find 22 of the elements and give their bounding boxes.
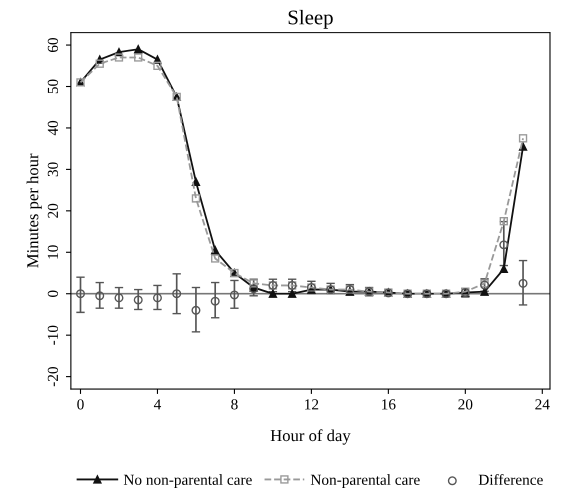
- y-tick-label: 10: [48, 245, 58, 259]
- x-tick-label: 0: [77, 399, 84, 410]
- y-tick-label: -10: [48, 326, 58, 345]
- y-tick-label: 40: [48, 120, 58, 136]
- x-tick-label: 4: [154, 399, 162, 410]
- y-tick-label: 20: [48, 204, 58, 218]
- legend-label: Non-parental care: [310, 474, 420, 488]
- y-tick-label: -20: [48, 367, 58, 386]
- x-tick-label: 24: [535, 399, 550, 410]
- x-tick-label: 12: [305, 399, 318, 410]
- x-axis-title: Hour of day: [270, 429, 351, 445]
- y-tick-label: 0: [48, 290, 58, 297]
- y-tick-label: 50: [48, 79, 58, 94]
- y-tick-label: 30: [48, 162, 58, 176]
- y-tick-label: 60: [48, 38, 58, 52]
- legend-label: No non-parental care: [124, 474, 252, 488]
- x-tick-label: 16: [382, 399, 396, 410]
- x-tick-label: 20: [458, 399, 472, 410]
- y-axis-title: Minutes per hour: [26, 154, 42, 268]
- chart-title: Sleep: [288, 10, 333, 29]
- legend-label: Difference: [478, 474, 543, 485]
- x-tick-label: 8: [231, 399, 238, 410]
